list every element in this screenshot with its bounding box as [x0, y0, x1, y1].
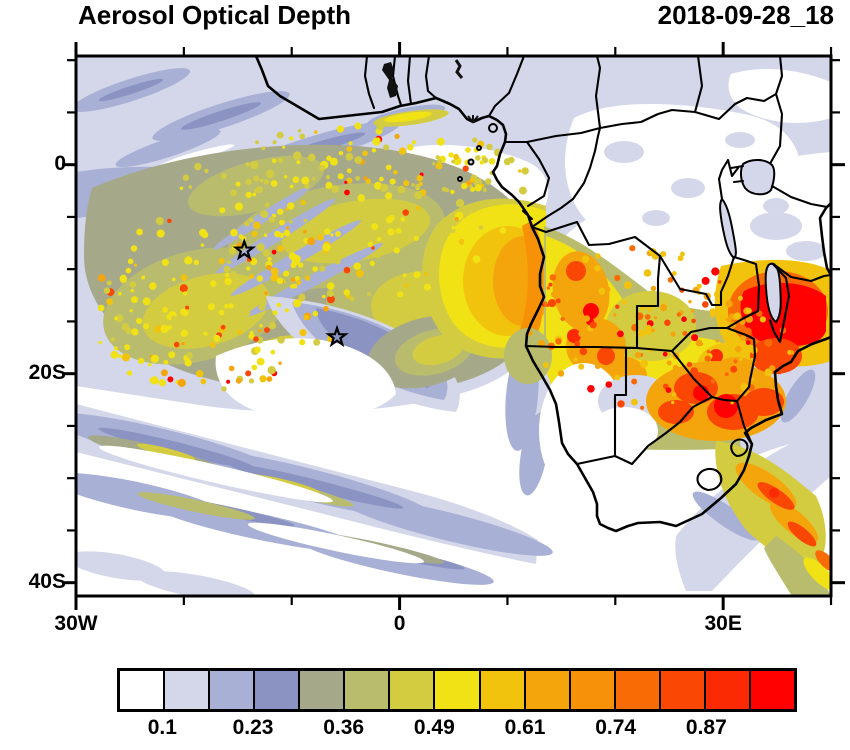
- colorbar-cell-4: [300, 671, 346, 709]
- map-field: [76, 56, 831, 596]
- colorbar-cell-6: [390, 671, 436, 709]
- colorbar-cell-11: [615, 671, 661, 709]
- y-tick-label: 0: [54, 151, 66, 175]
- aod-colorbar: [117, 668, 797, 712]
- station-markers: [232, 238, 349, 348]
- y-tick-label: 20S: [28, 360, 66, 384]
- colorbar-tick-label: 0.1: [147, 716, 177, 739]
- colorbar-cell-0: [120, 671, 166, 709]
- page-title: Aerosol Optical Depth: [78, 0, 352, 30]
- star-marker-2: [325, 324, 349, 348]
- colorbar-cell-3: [255, 671, 301, 709]
- colorbar-cell-2: [210, 671, 256, 709]
- annobon-island: [457, 176, 463, 182]
- niger-delta: [467, 115, 479, 123]
- principe-island: [476, 145, 482, 151]
- bioko-island: [488, 123, 498, 133]
- colorbar-tick-label: 0.74: [595, 716, 637, 739]
- plot-frame: [74, 54, 833, 598]
- x-tick-label: 30E: [704, 612, 742, 635]
- lake-volta: [382, 62, 398, 98]
- colorbar-cell-10: [570, 671, 616, 709]
- east-africa-coastline: [818, 201, 831, 277]
- colorbar-tick-label: 0.87: [685, 716, 727, 739]
- colorbar-tick-label: 0.61: [504, 716, 546, 739]
- niger-river: [454, 59, 464, 79]
- colorbar-tick-label: 0.49: [413, 716, 455, 739]
- lake-victoria: [739, 159, 776, 196]
- colorbar-cell-13: [705, 671, 751, 709]
- colorbar-tick-label: 0.23: [232, 716, 274, 739]
- colorbar-cell-12: [660, 671, 706, 709]
- colorbar-cell-7: [435, 671, 481, 709]
- axis-ticks: [62, 42, 845, 610]
- lake-malawi: [764, 262, 782, 324]
- x-tick-label: 30W: [54, 612, 98, 635]
- colorbar-tick-label: 0.36: [323, 716, 365, 739]
- country-borders: [363, 56, 831, 492]
- smoke-speckle-field: [97, 122, 795, 410]
- sao-tome-island: [467, 158, 475, 166]
- timestamp-label: 2018-09-28_18: [657, 0, 834, 30]
- x-tick-label: 0: [393, 612, 406, 635]
- colorbar-cell-14: [750, 671, 794, 709]
- colorbar-cell-8: [480, 671, 526, 709]
- colorbar-cell-9: [525, 671, 571, 709]
- y-tick-label: 40S: [28, 569, 66, 593]
- colorbar-cell-1: [165, 671, 211, 709]
- star-marker-1: [232, 238, 257, 261]
- colorbar-cell-5: [345, 671, 391, 709]
